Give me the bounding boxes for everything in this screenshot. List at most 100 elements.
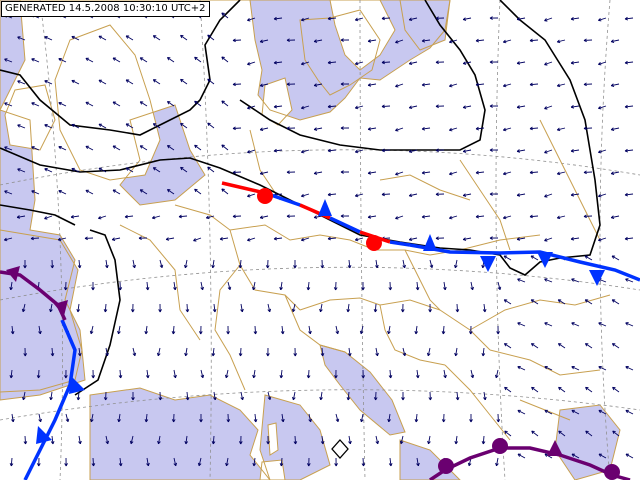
wind-arrow	[611, 255, 620, 261]
wind-arrow-head	[180, 34, 184, 39]
wind-arrow-shaft	[402, 347, 406, 356]
wind-arrow-shaft	[220, 237, 229, 240]
wind-arrow-shaft	[381, 149, 391, 152]
wind-arrow-head	[570, 17, 575, 21]
wind-arrow	[354, 17, 364, 22]
wind-arrow-shaft	[58, 190, 67, 195]
wind-arrow	[375, 435, 380, 445]
wind-arrow	[301, 105, 310, 110]
wind-arrow	[462, 17, 472, 21]
wind-arrow-shaft	[360, 413, 364, 422]
wind-arrow	[489, 60, 499, 64]
wind-arrow	[232, 214, 242, 219]
wind-arrow-shaft	[280, 457, 283, 467]
wind-arrow-shaft	[254, 413, 257, 423]
wind-arrow-shaft	[503, 39, 512, 43]
wind-arrow-head	[306, 287, 311, 291]
wind-arrow-head	[17, 36, 21, 40]
wind-arrow-head	[584, 299, 589, 303]
wind-arrow-shaft	[625, 409, 634, 415]
wind-arrow-shaft	[381, 193, 391, 196]
wind-arrow-head	[475, 82, 479, 87]
wind-arrow-head	[585, 430, 589, 435]
wind-arrow-shaft	[314, 39, 323, 42]
wind-arrow	[475, 214, 485, 219]
wind-arrow-head	[306, 375, 311, 379]
wind-arrow-shaft	[321, 347, 324, 357]
wind-arrow-head	[441, 419, 446, 423]
wind-arrow	[9, 281, 13, 291]
wind-arrow	[529, 38, 539, 43]
wind-arrow-head	[544, 18, 548, 22]
wind-arrow-head	[139, 101, 144, 105]
wind-arrow	[221, 144, 229, 151]
wind-arrow-head	[489, 60, 493, 64]
wind-arrow-shaft	[327, 61, 337, 64]
wind-arrow-shaft	[58, 58, 67, 63]
wind-arrow-head	[117, 330, 121, 335]
wind-arrow-shaft	[130, 435, 134, 444]
wind-arrow-shaft	[17, 215, 26, 218]
wind-arrow-shaft	[355, 61, 364, 65]
wind-arrow-head	[544, 194, 548, 198]
wind-arrow-head	[308, 418, 312, 423]
wind-arrow-head	[624, 148, 629, 153]
warm-front-symbol	[366, 235, 382, 251]
wind-arrow-head	[373, 397, 378, 401]
wind-arrow	[259, 171, 269, 176]
wind-arrow-head	[428, 309, 432, 313]
adriatic-sea	[320, 345, 405, 435]
wind-arrow	[598, 61, 607, 66]
wind-arrow	[502, 83, 512, 88]
wind-arrow	[340, 38, 350, 42]
wind-arrow-head	[327, 104, 331, 109]
wind-arrow	[16, 215, 26, 219]
wind-arrow-head	[320, 353, 325, 357]
wind-arrow-head	[124, 214, 129, 219]
wind-arrow	[180, 34, 188, 41]
wind-arrow-shaft	[213, 391, 216, 400]
wind-arrow	[584, 255, 593, 261]
wind-arrow-shaft	[221, 100, 229, 107]
occluded-front-symbol	[54, 300, 68, 316]
wind-arrow-head	[327, 16, 331, 21]
wind-arrow-head	[571, 322, 575, 326]
wind-arrow	[279, 281, 283, 291]
wind-arrow	[98, 123, 107, 129]
wind-arrow	[335, 413, 340, 423]
wind-arrow	[516, 61, 526, 65]
wind-arrow	[408, 193, 418, 198]
wind-arrow-shaft	[51, 347, 54, 357]
wind-arrow-shaft	[105, 435, 109, 444]
wind-arrow-shaft	[504, 430, 512, 437]
wind-arrow-shaft	[544, 278, 553, 283]
wind-arrow	[583, 214, 593, 219]
wind-arrow-head	[598, 237, 602, 242]
wind-arrow-shaft	[585, 430, 593, 437]
wind-arrow	[598, 149, 607, 154]
occluded-front-symbol	[604, 464, 620, 480]
wind-arrow-shaft	[119, 369, 122, 379]
wind-arrow-head	[165, 237, 170, 241]
wind-arrow-head	[583, 170, 587, 175]
wind-arrow	[327, 104, 337, 109]
wind-arrow-head	[125, 35, 130, 39]
wind-arrow	[9, 457, 14, 467]
wind-arrow-shaft	[180, 34, 188, 41]
wind-arrow-head	[200, 286, 204, 291]
wind-arrow	[139, 145, 148, 151]
wind-arrow	[347, 259, 352, 269]
wind-arrow-head	[516, 17, 521, 21]
wind-arrow	[145, 369, 150, 379]
wind-arrow-head	[125, 123, 130, 127]
wind-arrow-shaft	[409, 17, 418, 21]
wind-arrow	[23, 260, 27, 269]
wind-arrow-shaft	[389, 369, 392, 379]
wind-arrow	[31, 190, 40, 195]
wind-arrow	[112, 57, 121, 63]
wind-arrow	[427, 435, 431, 445]
wind-arrow	[293, 435, 298, 445]
wind-arrow	[194, 100, 202, 107]
wind-arrow-head	[211, 352, 216, 357]
